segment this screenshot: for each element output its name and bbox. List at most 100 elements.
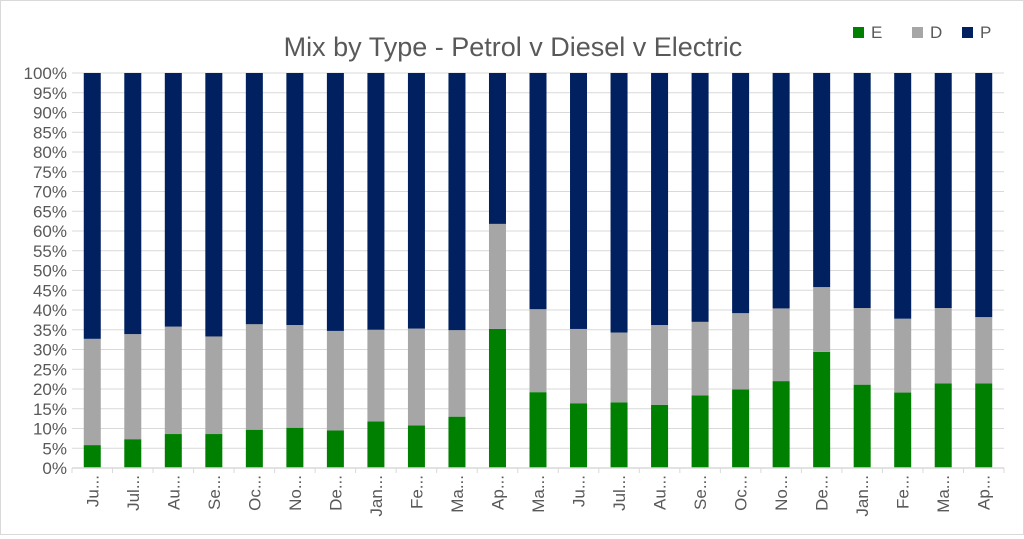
x-tick-label: No... [286, 475, 305, 511]
bar-segment-e [853, 384, 871, 468]
bar-segment-d [772, 308, 790, 382]
x-tick-label: Jan... [853, 475, 872, 517]
y-axis: 0%5%10%15%20%25%30%35%40%45%50%55%60%65%… [24, 64, 67, 478]
y-tick-label: 35% [33, 321, 67, 340]
bar-segment-e [164, 434, 182, 468]
x-tick-label: Ap... [975, 475, 994, 510]
bar-segment-p [488, 73, 506, 224]
bar-segment-e [732, 389, 750, 468]
bar-segment-d [570, 328, 588, 404]
bar-segment-p [934, 73, 952, 309]
x-tick-label: Ma... [448, 475, 467, 513]
bar-segment-e [570, 403, 588, 468]
bar-segment-p [813, 73, 831, 288]
y-tick-label: 25% [33, 360, 67, 379]
bar-segment-p [286, 73, 304, 326]
bars [83, 73, 993, 468]
bar-segment-d [448, 330, 466, 417]
bar-segment-d [732, 313, 750, 390]
legend-label-d: D [930, 23, 942, 42]
legend-label-p: P [980, 23, 991, 42]
bar-segment-d [286, 325, 304, 428]
bar-segment-p [691, 73, 709, 322]
bar-segment-d [853, 308, 871, 385]
bar-segment-e [813, 351, 831, 468]
x-tick-label: Se... [691, 475, 710, 510]
y-tick-label: 55% [33, 242, 67, 261]
x-tick-label: Fe... [894, 475, 913, 509]
y-tick-label: 50% [33, 262, 67, 281]
y-tick-label: 80% [33, 143, 67, 162]
bar-segment-d [488, 223, 506, 329]
bar-segment-e [83, 445, 101, 468]
bar-segment-d [164, 326, 182, 435]
y-tick-label: 40% [33, 301, 67, 320]
bar-segment-d [651, 325, 669, 405]
y-tick-label: 60% [33, 222, 67, 241]
bar-segment-p [894, 73, 912, 319]
bar-segment-p [205, 73, 223, 337]
legend-swatch-p [962, 27, 973, 38]
x-tick-label: Fe... [407, 475, 426, 509]
x-axis: Ju... Jul... Au... Se... Oc... No... De... Jan.… [71, 467, 1005, 517]
bar-segment-d [245, 324, 263, 430]
x-tick-label: De... [813, 475, 832, 511]
y-tick-label: 20% [33, 380, 67, 399]
y-tick-label: 0% [42, 459, 67, 478]
y-tick-label: 100% [24, 64, 67, 83]
bar-segment-e [124, 439, 142, 468]
x-tick-label: Au... [651, 475, 670, 510]
y-tick-label: 5% [42, 439, 67, 458]
bar-segment-p [448, 73, 466, 331]
x-tick-label: Au... [164, 475, 183, 510]
y-tick-label: 95% [33, 84, 67, 103]
bar-segment-d [813, 287, 831, 352]
bar-segment-p [853, 73, 871, 309]
bar-segment-p [367, 73, 385, 330]
x-tick-label: Jan... [367, 475, 386, 517]
bar-segment-e [894, 392, 912, 468]
y-tick-label: 30% [33, 341, 67, 360]
y-tick-label: 70% [33, 183, 67, 202]
bar-segment-e [286, 427, 304, 468]
bar-segment-e [772, 381, 790, 468]
bar-segment-e [691, 395, 709, 468]
bar-segment-p [651, 73, 669, 326]
bar-segment-p [245, 73, 263, 325]
x-tick-label: Ju... [570, 475, 589, 507]
bar-segment-p [975, 73, 993, 318]
y-tick-label: 45% [33, 281, 67, 300]
x-tick-label: Se... [205, 475, 224, 510]
bar-segment-d [529, 309, 547, 393]
bar-segment-d [326, 330, 344, 431]
x-tick-label: Ma... [934, 475, 953, 513]
bar-segment-e [245, 429, 263, 468]
bar-segment-e [205, 434, 223, 468]
bar-segment-e [488, 328, 506, 468]
bar-segment-p [732, 73, 750, 314]
bar-segment-d [367, 329, 385, 422]
x-tick-label: No... [772, 475, 791, 511]
legend-label-e: E [871, 23, 882, 42]
bar-segment-d [407, 328, 425, 426]
chart-title: Mix by Type - Petrol v Diesel v Electric [284, 32, 743, 62]
y-tick-label: 75% [33, 163, 67, 182]
bar-segment-d [894, 318, 912, 393]
x-tick-label: Oc... [732, 475, 751, 511]
bar-segment-e [529, 392, 547, 468]
bar-segment-d [124, 334, 142, 440]
bar-segment-p [124, 73, 142, 335]
bar-segment-p [529, 73, 547, 310]
bar-segment-p [326, 73, 344, 331]
bar-segment-p [570, 73, 588, 329]
y-tick-label: 65% [33, 202, 67, 221]
bar-segment-d [83, 338, 101, 446]
bar-segment-d [205, 336, 223, 435]
y-tick-label: 85% [33, 123, 67, 142]
x-tick-label: Jul... [124, 475, 143, 511]
bar-segment-p [164, 73, 182, 327]
x-tick-label: Oc... [245, 475, 264, 511]
